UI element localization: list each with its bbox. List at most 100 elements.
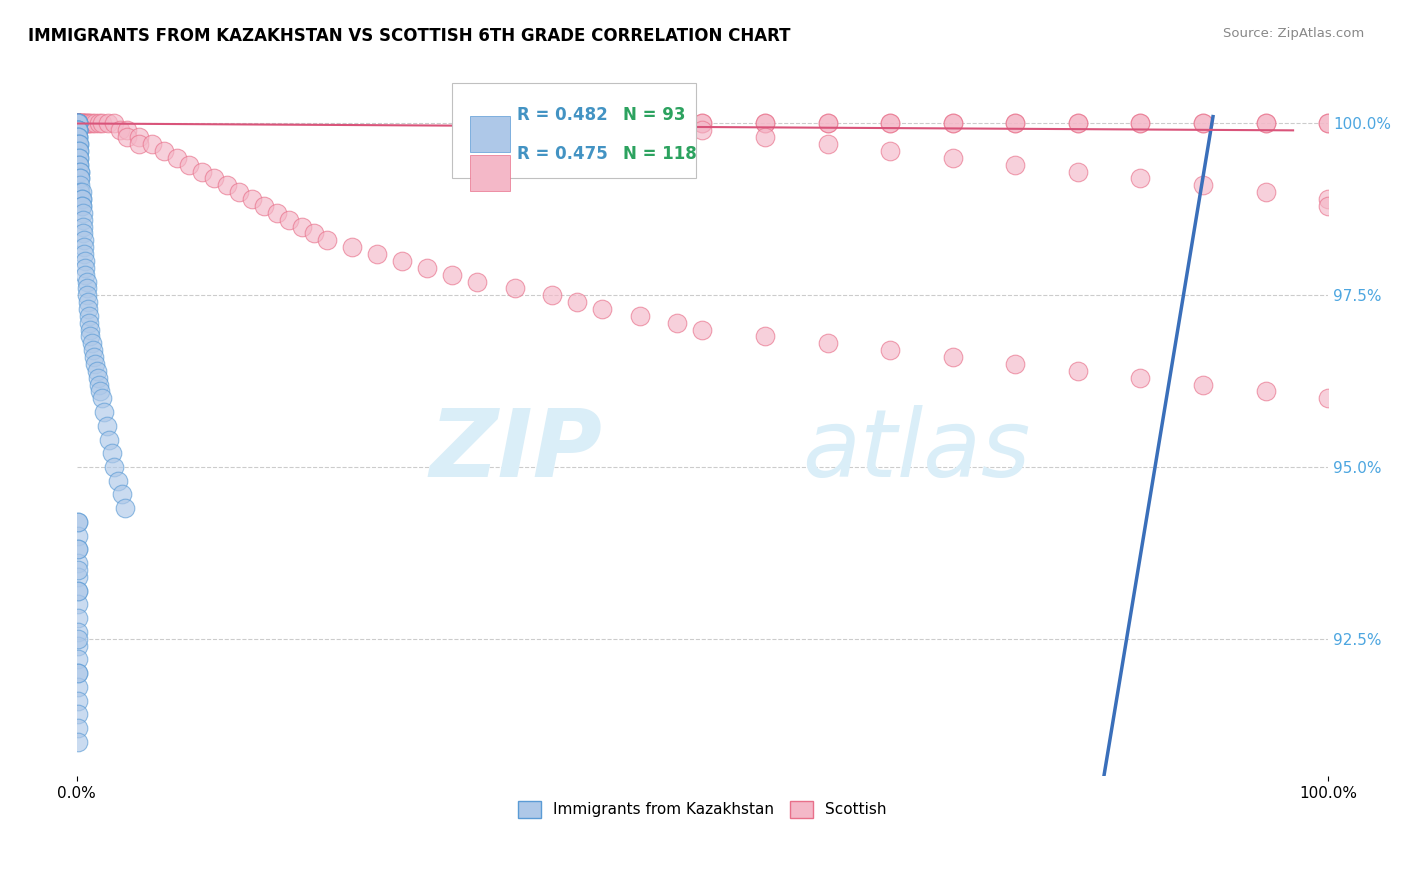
- Point: [69, 164, 91, 178]
- Point: [1317, 392, 1340, 406]
- Point: [82, 343, 104, 358]
- Point: [66, 116, 89, 130]
- Point: [66, 639, 89, 653]
- Point: [67, 144, 90, 158]
- Point: [76, 116, 98, 130]
- Point: [1129, 370, 1152, 384]
- Point: [77, 316, 100, 330]
- Point: [817, 336, 839, 351]
- Point: [69, 164, 91, 178]
- Text: atlas: atlas: [803, 405, 1031, 496]
- Point: [66, 624, 89, 639]
- Point: [96, 418, 118, 433]
- Point: [66, 130, 89, 145]
- Point: [72, 219, 94, 234]
- Point: [1317, 116, 1340, 130]
- Point: [66, 116, 89, 130]
- Point: [66, 666, 89, 681]
- Point: [879, 144, 901, 158]
- Point: [66, 116, 89, 130]
- Point: [87, 370, 110, 384]
- Point: [115, 123, 138, 137]
- Point: [253, 199, 276, 213]
- Point: [75, 260, 97, 275]
- Point: [628, 116, 651, 130]
- Point: [128, 137, 150, 152]
- Point: [72, 206, 94, 220]
- Point: [66, 542, 89, 557]
- Point: [84, 357, 107, 371]
- Text: R = 0.482: R = 0.482: [517, 106, 607, 124]
- Point: [66, 116, 89, 130]
- Point: [1067, 116, 1090, 130]
- Point: [879, 116, 901, 130]
- Point: [666, 316, 689, 330]
- Point: [1129, 116, 1152, 130]
- Point: [66, 680, 89, 694]
- Point: [69, 116, 91, 130]
- Point: [1192, 377, 1215, 392]
- Point: [754, 329, 776, 343]
- Point: [79, 323, 101, 337]
- Point: [166, 151, 188, 165]
- Point: [66, 116, 89, 130]
- Point: [541, 288, 564, 302]
- Point: [83, 350, 105, 364]
- Point: [66, 563, 89, 577]
- Point: [567, 116, 589, 130]
- Point: [70, 192, 93, 206]
- Point: [266, 206, 288, 220]
- Point: [66, 123, 89, 137]
- Point: [1004, 116, 1026, 130]
- Text: N = 118: N = 118: [623, 145, 697, 163]
- Point: [441, 268, 464, 282]
- Point: [1317, 192, 1340, 206]
- Point: [1254, 384, 1277, 399]
- Text: R = 0.475: R = 0.475: [517, 145, 607, 163]
- Point: [66, 116, 89, 130]
- FancyBboxPatch shape: [453, 83, 696, 178]
- Point: [103, 116, 125, 130]
- Point: [1192, 178, 1215, 193]
- Point: [692, 323, 714, 337]
- Point: [465, 275, 488, 289]
- Point: [80, 336, 103, 351]
- Point: [73, 116, 96, 130]
- Point: [1192, 116, 1215, 130]
- Point: [1317, 116, 1340, 130]
- Point: [66, 556, 89, 570]
- Point: [66, 515, 89, 529]
- Point: [942, 116, 965, 130]
- Point: [66, 123, 89, 137]
- Point: [692, 123, 714, 137]
- Point: [66, 515, 89, 529]
- Point: [72, 116, 94, 130]
- Point: [86, 364, 108, 378]
- Point: [67, 137, 90, 152]
- Point: [66, 116, 89, 130]
- Point: [1004, 116, 1026, 130]
- Point: [66, 123, 89, 137]
- Point: [70, 116, 93, 130]
- Point: [75, 268, 97, 282]
- Point: [76, 116, 98, 130]
- Point: [76, 275, 98, 289]
- Point: [67, 151, 90, 165]
- Point: [179, 158, 201, 172]
- Point: [1067, 116, 1090, 130]
- Point: [66, 116, 89, 130]
- Point: [67, 158, 90, 172]
- Point: [70, 199, 93, 213]
- Point: [93, 405, 115, 419]
- Point: [66, 137, 89, 152]
- Point: [228, 185, 250, 199]
- Point: [67, 144, 90, 158]
- Point: [69, 171, 91, 186]
- FancyBboxPatch shape: [470, 116, 509, 152]
- Point: [66, 123, 89, 137]
- Point: [66, 116, 89, 130]
- Point: [69, 171, 91, 186]
- Point: [1067, 164, 1090, 178]
- Point: [67, 137, 90, 152]
- Point: [340, 240, 363, 254]
